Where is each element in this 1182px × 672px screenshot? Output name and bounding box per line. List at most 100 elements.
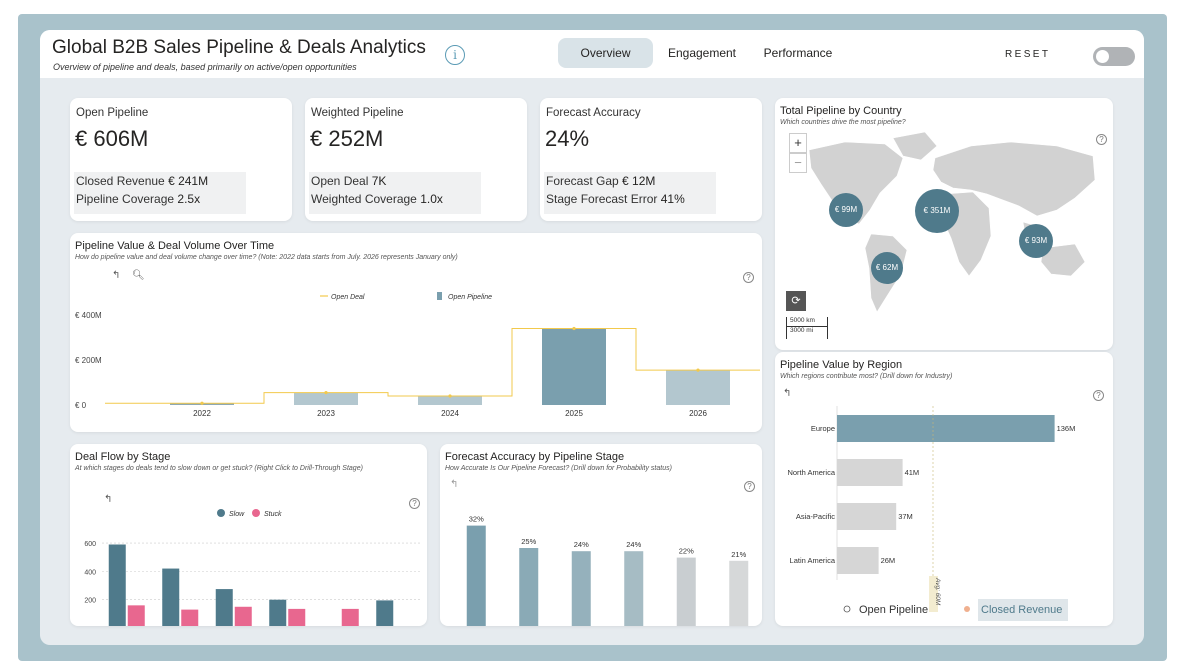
data-label: 22% [679,547,694,556]
y-tick-label: € 0 [75,401,87,410]
bar [418,396,482,405]
pipeline-over-time-chart: Open Deal Open Pipeline € 400M € 200M € 0 202… [75,292,760,418]
map-bubble[interactable]: € 99M [829,193,863,227]
legend-label: Closed Revenue [981,604,1062,616]
y-tick-label: 400 [84,569,96,576]
kpi-value: 24% [545,126,590,151]
reference-label-bg [929,576,938,612]
kpi-sub-panel: Closed Revenue € 241M Pipeline Coverage … [74,172,246,214]
kpi-label: Weighted Pipeline [311,107,404,119]
tab-overview[interactable]: Overview [558,38,653,68]
toggle-knob [1096,50,1109,63]
reset-toggle[interactable] [1093,47,1135,66]
bar-stuck [181,609,199,626]
chart-subtitle: How do pipeline value and deal volume ch… [75,254,458,261]
kpi-sub-row: Pipeline Coverage 2.5x [76,192,201,206]
y-tick-label: 200 [84,598,96,605]
info-icon[interactable]: i [445,45,465,65]
zoom-out-button[interactable]: − [789,153,807,173]
legend-label: Open Deal [331,294,365,301]
bar [571,551,591,626]
chart-title: Pipeline Value by Region [780,359,903,371]
chart-card-forecast-accuracy: Forecast Accuracy by Pipeline Stage How … [440,444,762,626]
map-bubble[interactable]: € 62M [871,252,903,284]
kpi-sub-row: Weighted Coverage 1.0x [311,192,443,206]
dashboard-canvas: Global B2B Sales Pipeline & Deals Analyt… [40,30,1144,645]
legend-label: Slow [229,511,245,518]
legend-highlight [978,599,1068,621]
line-point [572,326,576,331]
drill-up-icon[interactable]: ↰ [450,479,459,490]
bar [624,551,644,626]
bar-stuck [234,606,252,626]
drill-up-icon[interactable]: ↰ [104,494,113,505]
open-deal-line [105,328,760,404]
forecast-accuracy-chart: 32%Closing25%Proposal24%Qualified24%Nego… [466,515,749,626]
help-icon[interactable]: ? [1096,134,1107,145]
bar [729,560,749,626]
bar [542,328,606,405]
zoom-icon[interactable]: 🔍︎ [132,270,145,281]
legend-label: Open Pipeline [859,604,928,616]
region-chart: Europe 136M North America 41M Asia-Pacific 37… [787,406,1076,621]
map-card: Total Pipeline by Country Which countrie… [775,98,1113,350]
chart-subtitle: How Accurate Is Our Pipeline Forecast? (… [445,465,672,472]
map-bubble[interactable]: € 351M [915,189,959,233]
kpi-card-forecast-accuracy: Forecast Accuracy 24% Forecast Gap € 12M… [540,98,762,221]
y-tick-label: Asia-Pacific [796,512,835,521]
tab-performance[interactable]: Performance [763,46,833,60]
legend-swatch [964,606,970,612]
bar [294,392,358,405]
bar-slow [269,599,287,626]
bar [519,548,539,626]
tab-engagement[interactable]: Engagement [667,46,737,60]
chart-title: Pipeline Value & Deal Volume Over Time [75,240,275,252]
bar [466,525,486,626]
chart-title: Total Pipeline by Country [780,105,902,117]
data-label: 24% [626,540,641,549]
chart-title: Forecast Accuracy by Pipeline Stage [445,451,625,463]
chart-card-deal-flow: Deal Flow by Stage At which stages do de… [70,444,427,626]
map-bubble[interactable]: € 93M [1019,224,1053,258]
bar [837,547,879,574]
data-label: 25% [521,537,536,546]
bar-slow [215,589,233,626]
data-label: 24% [574,540,589,549]
help-icon[interactable]: ? [409,498,420,509]
bar [666,370,730,405]
drill-up-icon[interactable]: ↰ [112,270,121,281]
kpi-value: € 252M [310,126,384,151]
help-icon[interactable]: ? [743,272,754,283]
bar [837,503,897,530]
y-tick-label: 600 [84,541,96,548]
help-icon[interactable]: ? [744,481,755,492]
kpi-value: € 606M [75,126,149,151]
kpi-sub-row: Open Deal 7K [311,174,387,188]
kpi-label: Forecast Accuracy [546,107,641,119]
legend-swatch [843,605,851,613]
zoom-in-button[interactable]: + [789,133,807,153]
data-label: 26M [881,556,896,565]
data-label: 136M [1057,424,1076,433]
legend-label: Open Pipeline [448,294,492,301]
help-icon[interactable]: ? [1093,390,1104,401]
refresh-icon[interactable]: ⟳ [786,291,806,311]
chart-card-region: Pipeline Value by Region Which regions c… [775,352,1113,626]
x-tick-label: 2025 [565,409,583,418]
page-subtitle: Overview of pipeline and deals, based pr… [53,62,357,72]
y-tick-label: € 200M [75,356,102,365]
kpi-sub-row: Stage Forecast Error 41% [546,192,685,206]
kpi-label: Open Pipeline [76,107,149,119]
line-point [324,391,328,395]
legend-swatch [217,509,225,517]
chart-subtitle: Which countries drive the most pipeline? [780,119,906,126]
bar [837,415,1055,442]
kpi-card-open-pipeline: Open Pipeline € 606M Closed Revenue € 24… [70,98,292,221]
kpi-sub-panel: Forecast Gap € 12M Stage Forecast Error … [544,172,716,214]
line-point [448,394,452,398]
bar-slow [376,600,394,626]
bar-stuck [288,608,306,626]
kpi-card-weighted-pipeline: Weighted Pipeline € 252M Open Deal 7K We… [305,98,527,221]
y-tick-label: North America [787,468,835,477]
drill-up-icon[interactable]: ↰ [783,388,792,399]
